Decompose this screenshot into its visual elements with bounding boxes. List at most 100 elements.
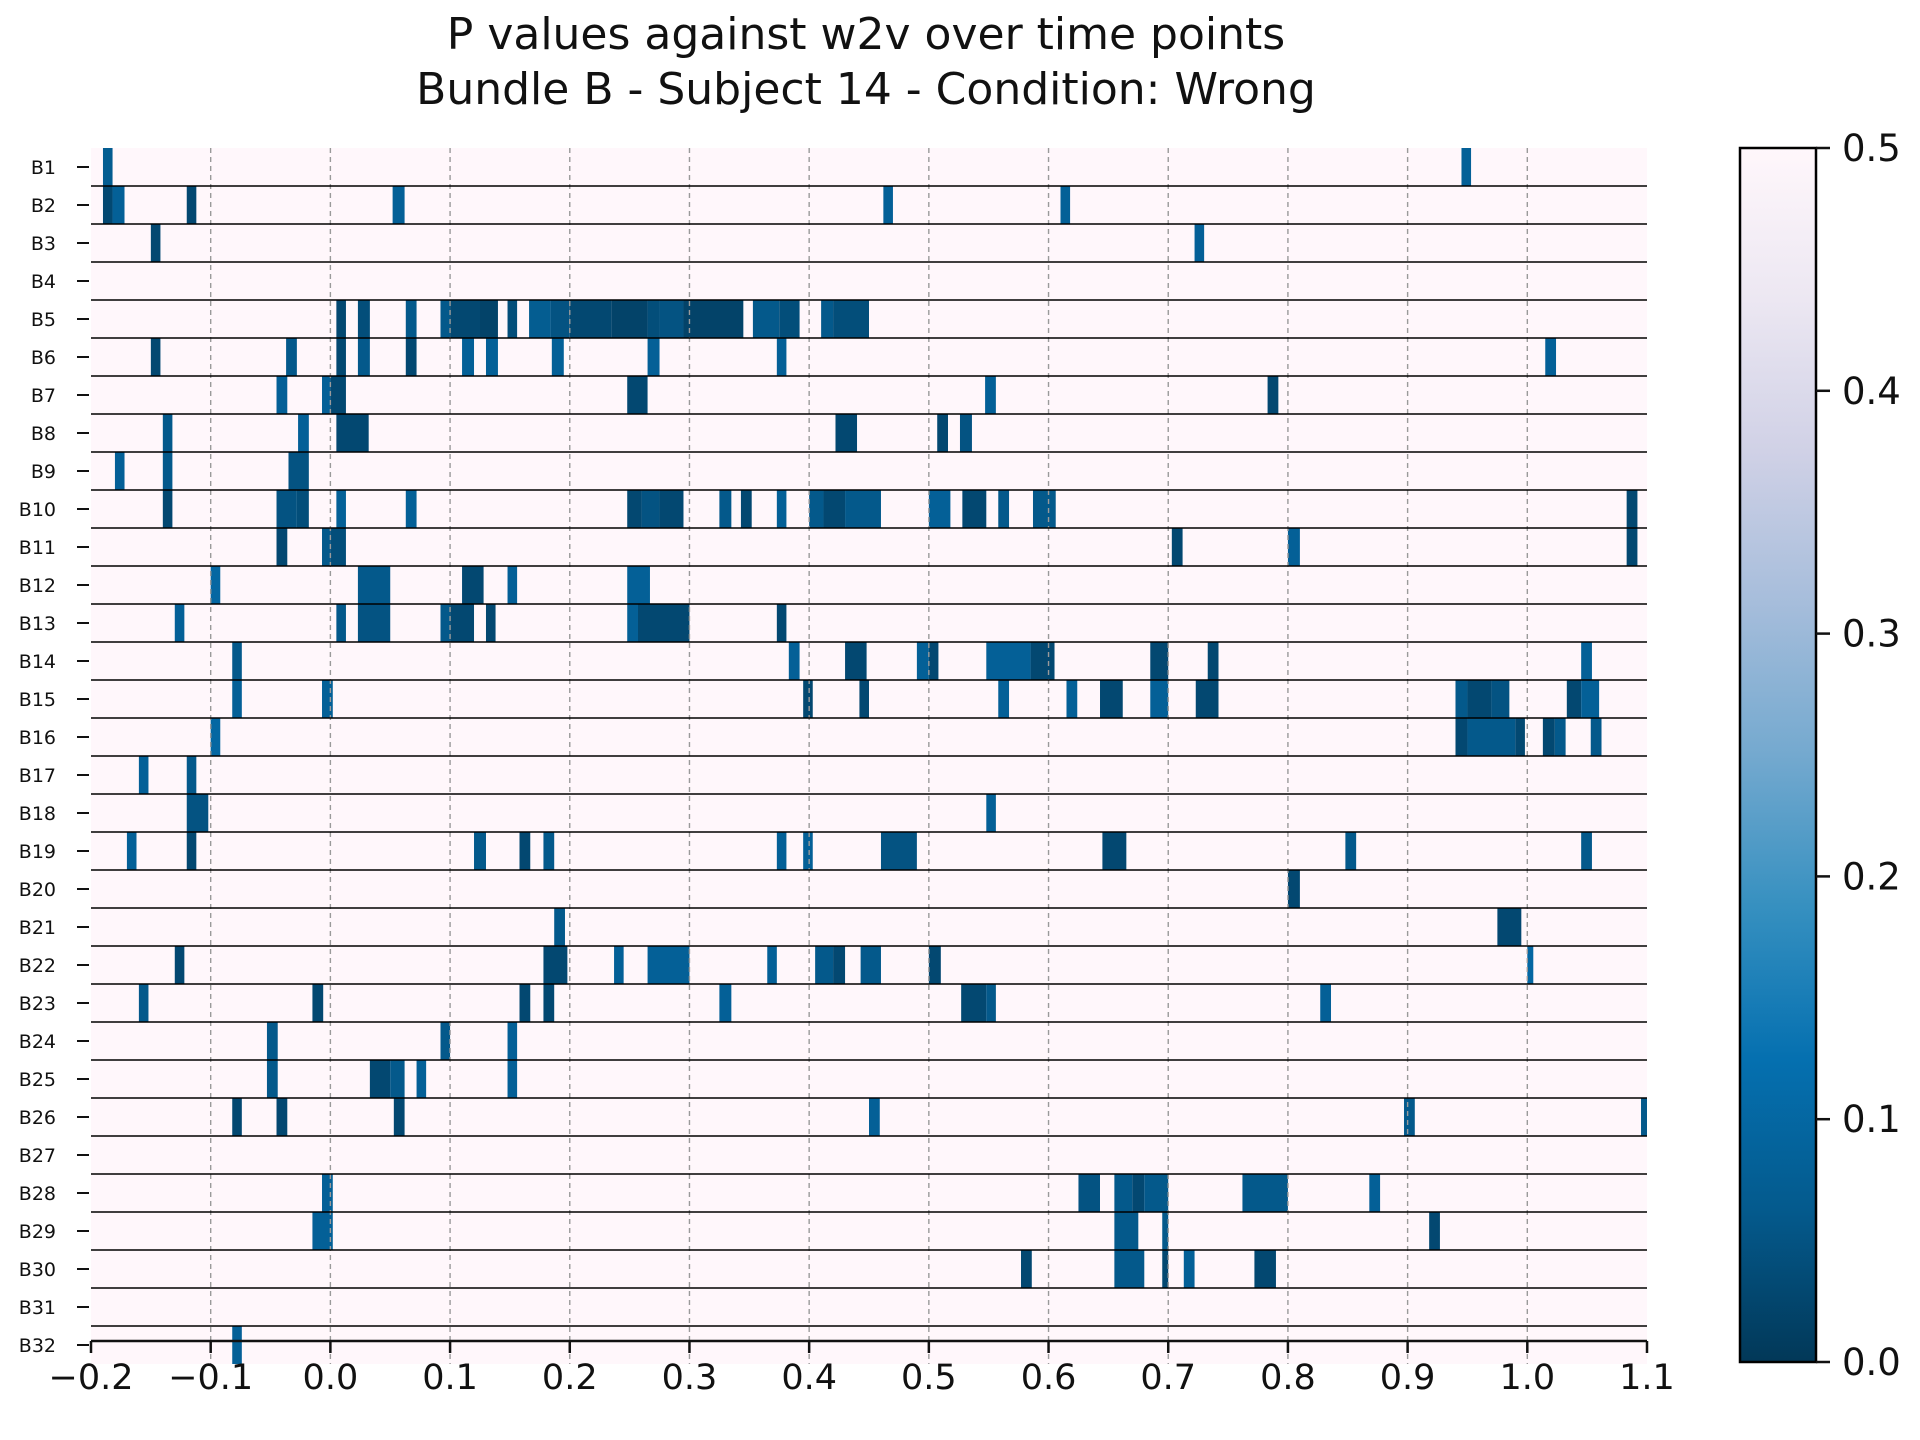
plot-area (91, 148, 1647, 1364)
heatmap-cell (543, 984, 555, 1022)
heatmap-cell (1194, 224, 1205, 262)
row-background (91, 1022, 1647, 1060)
heatmap-cell (357, 566, 391, 604)
heatmap-row-b29 (91, 1212, 1647, 1250)
heatmap-row-b2 (91, 186, 1647, 224)
heatmap-row-b23 (91, 984, 1647, 1022)
row-background (91, 566, 1647, 604)
row-label: B19 (19, 841, 56, 863)
heatmap-cell (1114, 1212, 1139, 1250)
heatmap-cell (659, 490, 684, 528)
heatmap-cell (162, 490, 173, 528)
heatmap-cell (719, 984, 732, 1022)
heatmap-cell (1114, 1174, 1133, 1212)
heatmap-cell (186, 756, 197, 794)
heatmap-cell (767, 946, 777, 984)
heatmap-cell (845, 490, 881, 528)
x-tick-label: 1.0 (1499, 1358, 1555, 1398)
heatmap-cell (647, 946, 690, 984)
row-label: B5 (31, 309, 56, 331)
heatmap-cell (1581, 642, 1592, 680)
heatmap-cell (336, 300, 346, 338)
row-background (91, 604, 1647, 642)
heatmap-cell (833, 300, 869, 338)
row-label: B29 (19, 1221, 56, 1243)
heatmap-cell (485, 338, 498, 376)
row-label: B17 (19, 765, 56, 787)
heatmap-rows (91, 148, 1647, 1364)
heatmap-cell (1590, 718, 1602, 756)
heatmap-cell (392, 186, 405, 224)
heatmap-row-b22 (91, 946, 1647, 984)
heatmap-row-b7 (91, 376, 1647, 414)
heatmap-cell (986, 794, 996, 832)
row-label: B10 (19, 499, 56, 521)
row-label: B1 (31, 157, 56, 179)
heatmap-cell (507, 300, 518, 338)
heatmap-cell (1195, 680, 1219, 718)
heatmap-cell (186, 794, 209, 832)
heatmap-cell (1491, 680, 1510, 718)
heatmap-cell (860, 946, 881, 984)
heatmap-cell (543, 946, 568, 984)
row-label: B4 (31, 271, 56, 293)
row-background (91, 376, 1647, 414)
heatmap-cell (776, 338, 787, 376)
heatmap-cell (986, 642, 1031, 680)
row-background (91, 1250, 1647, 1288)
heatmap-cell (1515, 718, 1525, 756)
heatmap-row-b15 (91, 680, 1647, 718)
x-tick-label: 0.0 (303, 1358, 359, 1398)
heatmap-row-b12 (91, 566, 1647, 604)
row-background (91, 338, 1647, 376)
heatmap-cell (1345, 832, 1357, 870)
heatmap-cell (440, 300, 451, 338)
heatmap-cell (322, 680, 333, 718)
heatmap-cell (647, 300, 660, 338)
heatmap-cell (961, 984, 987, 1022)
row-background (91, 1060, 1647, 1098)
heatmap-cell (776, 832, 787, 870)
heatmap-cell (186, 832, 197, 870)
heatmap-cell (554, 908, 565, 946)
heatmap-cell (928, 490, 951, 528)
row-label: B2 (31, 195, 56, 217)
row-background (91, 1136, 1647, 1174)
heatmap-cell (480, 300, 498, 338)
heatmap-cell (416, 1060, 427, 1098)
row-background (91, 1212, 1647, 1250)
heatmap-cell (330, 376, 346, 414)
heatmap-cell (683, 300, 744, 338)
heatmap-cell (803, 832, 813, 870)
heatmap-cell (627, 566, 650, 604)
heatmap-cell (1242, 1174, 1288, 1212)
row-background (91, 262, 1647, 300)
heatmap-cell (1183, 1250, 1195, 1288)
heatmap-cell (803, 680, 813, 718)
heatmap-cell (998, 490, 1010, 528)
heatmap-cell (1144, 1174, 1169, 1212)
colorbar-tick-label: 0.5 (1842, 127, 1901, 170)
row-background (91, 718, 1647, 756)
heatmap-row-b8 (91, 414, 1647, 452)
heatmap-cell (1162, 1250, 1169, 1288)
heatmap-cell (740, 490, 752, 528)
x-axis: −0.2 −0.1 0.0 0.1 0.2 0.3 0.4 0.5 0.6 0.7 0.8 0.9 1.… (49, 1339, 1675, 1398)
x-tick-label: 1.1 (1619, 1358, 1675, 1398)
heatmap-cell (232, 1326, 242, 1364)
heatmap-cell (614, 946, 624, 984)
heatmap-cell (322, 376, 331, 414)
heatmap-cell (1114, 1250, 1145, 1288)
heatmap-cell (519, 832, 531, 870)
heatmap-cell (869, 1098, 880, 1136)
heatmap-row-b16 (91, 718, 1647, 756)
row-background (91, 908, 1647, 946)
row-background (91, 794, 1647, 832)
heatmap-cell (357, 300, 370, 338)
heatmap-cell (1455, 718, 1468, 756)
row-background (91, 186, 1647, 224)
heatmap-cell (357, 338, 370, 376)
row-label: B22 (19, 955, 56, 977)
row-label: B23 (19, 993, 56, 1015)
